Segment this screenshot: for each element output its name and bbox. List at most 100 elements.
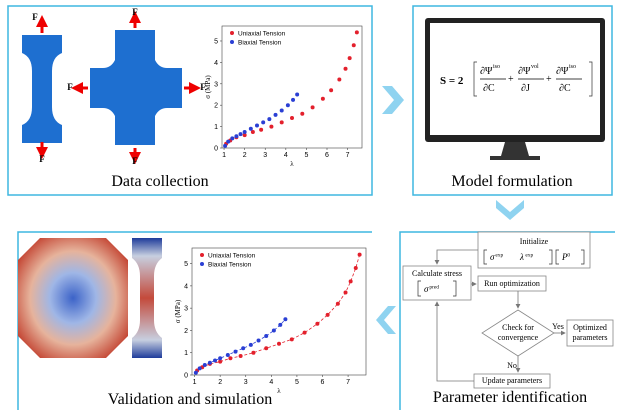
- data-point: [303, 331, 307, 335]
- data-point: [255, 124, 259, 128]
- simulation-result: [132, 238, 162, 358]
- flow-arrow: [437, 250, 478, 264]
- data-point: [337, 78, 341, 82]
- flow-text: Initialize: [520, 237, 549, 246]
- legend-marker: [200, 262, 204, 266]
- data-point: [321, 97, 325, 101]
- y-axis-label: σ (MPa): [204, 75, 212, 99]
- numerator: ∂Ψ: [480, 66, 493, 77]
- data-point: [208, 361, 212, 365]
- denominator: ∂J: [521, 83, 530, 94]
- arrow: [382, 86, 404, 114]
- figure: F F F F F F S = 2∂Ψiso∂C∂Ψvol∂J+∂Ψiso∂C+…: [0, 0, 622, 411]
- x-axis-label: λ: [277, 387, 281, 395]
- x-tick-label: 5: [304, 152, 308, 159]
- symbol: σ: [490, 252, 495, 262]
- numerator: ∂Ψ: [556, 66, 569, 77]
- monitor-stand: [501, 142, 529, 156]
- flow-text: Run optimization: [484, 279, 540, 288]
- data-point: [234, 350, 238, 354]
- y-tick-label: 1: [214, 124, 218, 131]
- flow-text: convergence: [498, 333, 539, 342]
- flow-text: Check for: [502, 323, 534, 332]
- data-point: [226, 140, 230, 144]
- x-tick-label: 7: [346, 152, 350, 159]
- data-point: [286, 103, 290, 107]
- legend-marker: [200, 253, 204, 257]
- uniaxial-specimen: [22, 35, 62, 143]
- data-point: [249, 127, 253, 131]
- flow-text: parameters: [572, 333, 607, 342]
- data-point: [239, 354, 243, 358]
- data-point: [218, 356, 222, 360]
- flow-text: Optimized: [573, 323, 607, 332]
- y-tick-label: 4: [184, 283, 188, 290]
- data-point: [315, 322, 319, 326]
- data-point: [349, 279, 353, 283]
- data-point: [267, 117, 271, 121]
- superscript: exp: [525, 252, 533, 258]
- data-point: [241, 346, 245, 350]
- legend-label: Uniaxial Tension: [208, 253, 256, 260]
- panel-caption: Data collection: [111, 173, 208, 190]
- y-tick-label: 3: [184, 306, 188, 313]
- data-point: [234, 134, 238, 138]
- flow-text: Calculate stress: [412, 269, 462, 278]
- data-point: [264, 334, 268, 338]
- numerator: ∂Ψ: [518, 66, 531, 77]
- data-point: [290, 337, 294, 341]
- force-label: F: [32, 12, 38, 22]
- data-point: [348, 56, 352, 60]
- x-tick-label: 1: [222, 152, 226, 159]
- arrow: [496, 200, 524, 220]
- force-label: F: [67, 82, 73, 92]
- data-point: [213, 359, 217, 363]
- monitor-stand: [490, 156, 540, 160]
- y-tick-label: 5: [214, 38, 218, 45]
- legend-marker: [230, 40, 234, 44]
- data-point: [203, 363, 207, 367]
- data-point: [326, 313, 330, 317]
- y-axis-label: σ (MPa): [174, 299, 182, 323]
- data-point: [300, 112, 304, 116]
- denominator: ∂C: [559, 83, 571, 94]
- force-label: F: [132, 7, 138, 17]
- legend-label: Biaxial Tension: [208, 262, 252, 269]
- data-point: [291, 98, 295, 102]
- x-tick-label: 2: [218, 379, 222, 386]
- superscript: exp: [495, 252, 503, 258]
- plus: +: [546, 74, 552, 85]
- data-point: [251, 351, 255, 355]
- flow-text: Yes: [552, 322, 564, 331]
- data-point: [243, 130, 247, 134]
- data-point: [230, 136, 234, 140]
- y-tick-label: 2: [214, 103, 218, 110]
- plus: +: [508, 74, 514, 85]
- superscript: vol: [531, 64, 539, 70]
- x-tick-label: 3: [244, 379, 248, 386]
- data-point: [336, 302, 340, 306]
- data-point: [329, 88, 333, 92]
- y-tick-label: 2: [184, 328, 188, 335]
- data-point: [344, 291, 348, 295]
- data-point: [280, 109, 284, 113]
- data-point: [352, 43, 356, 47]
- force-label: F: [39, 154, 45, 164]
- y-tick-label: 1: [184, 350, 188, 357]
- x-tick-label: 7: [346, 379, 350, 386]
- y-tick-label: 4: [214, 60, 218, 67]
- x-tick-label: 5: [295, 379, 299, 386]
- force-label: F: [132, 156, 138, 166]
- data-point: [261, 120, 265, 124]
- x-tick-label: 4: [284, 152, 288, 159]
- x-tick-label: 2: [243, 152, 247, 159]
- y-tick-label: 3: [214, 81, 218, 88]
- superscript: iso: [569, 64, 576, 70]
- y-tick-label: 0: [184, 373, 188, 380]
- data-point: [280, 120, 284, 124]
- data-point: [226, 353, 230, 357]
- fit-line: [197, 255, 359, 371]
- flow-arrow: [437, 302, 474, 381]
- biaxial-specimen: [90, 30, 182, 145]
- x-tick-label: 6: [325, 152, 329, 159]
